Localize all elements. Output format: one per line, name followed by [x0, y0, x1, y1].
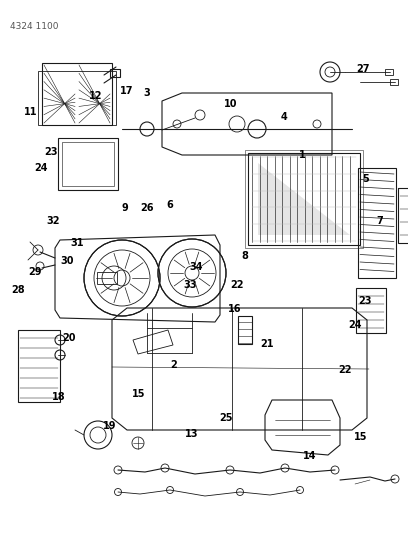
- Bar: [58, 138, 118, 190]
- Text: 25: 25: [220, 414, 233, 423]
- Bar: [62, 142, 114, 186]
- Bar: [97, 272, 117, 284]
- Text: 15: 15: [132, 390, 146, 399]
- Bar: [248, 153, 360, 245]
- Bar: [385, 69, 393, 75]
- Text: 3: 3: [144, 88, 150, 98]
- Bar: [245, 150, 363, 248]
- Bar: [42, 63, 112, 125]
- Text: 26: 26: [140, 203, 154, 213]
- Text: 7: 7: [376, 216, 383, 226]
- Bar: [356, 288, 386, 333]
- Text: 2: 2: [170, 360, 177, 370]
- Text: 17: 17: [120, 86, 133, 95]
- Text: 11: 11: [24, 107, 38, 117]
- Text: 24: 24: [34, 163, 48, 173]
- Text: 9: 9: [121, 203, 128, 213]
- Text: 12: 12: [89, 91, 103, 101]
- Bar: [110, 69, 120, 77]
- Text: 32: 32: [46, 216, 60, 226]
- Bar: [358, 168, 396, 278]
- Bar: [390, 79, 398, 85]
- Polygon shape: [258, 163, 350, 235]
- Text: 23: 23: [358, 296, 372, 306]
- Text: 33: 33: [183, 280, 197, 290]
- Text: 21: 21: [260, 339, 274, 349]
- Text: 14: 14: [303, 451, 317, 461]
- Text: 13: 13: [185, 430, 199, 439]
- Text: 22: 22: [338, 366, 352, 375]
- Text: 6: 6: [166, 200, 173, 210]
- Text: 5: 5: [362, 174, 368, 183]
- Text: 4: 4: [280, 112, 287, 122]
- Text: 20: 20: [62, 334, 76, 343]
- Text: 16: 16: [228, 304, 242, 314]
- Bar: [38, 71, 116, 125]
- Text: 1: 1: [299, 150, 305, 159]
- Text: 4324 1100: 4324 1100: [10, 22, 58, 31]
- Text: 24: 24: [348, 320, 362, 330]
- Bar: [398, 188, 408, 243]
- Text: 29: 29: [28, 267, 42, 277]
- Bar: [18, 330, 60, 402]
- Text: 23: 23: [44, 147, 58, 157]
- Text: 27: 27: [356, 64, 370, 74]
- Text: 19: 19: [103, 422, 117, 431]
- Text: 34: 34: [189, 262, 203, 271]
- Text: 10: 10: [224, 99, 237, 109]
- Text: 8: 8: [242, 251, 248, 261]
- Text: 15: 15: [354, 432, 368, 442]
- Text: 18: 18: [52, 392, 66, 402]
- Text: 30: 30: [60, 256, 74, 266]
- Text: 31: 31: [71, 238, 84, 247]
- Text: 28: 28: [11, 286, 25, 295]
- Bar: [238, 316, 252, 344]
- Text: 22: 22: [230, 280, 244, 290]
